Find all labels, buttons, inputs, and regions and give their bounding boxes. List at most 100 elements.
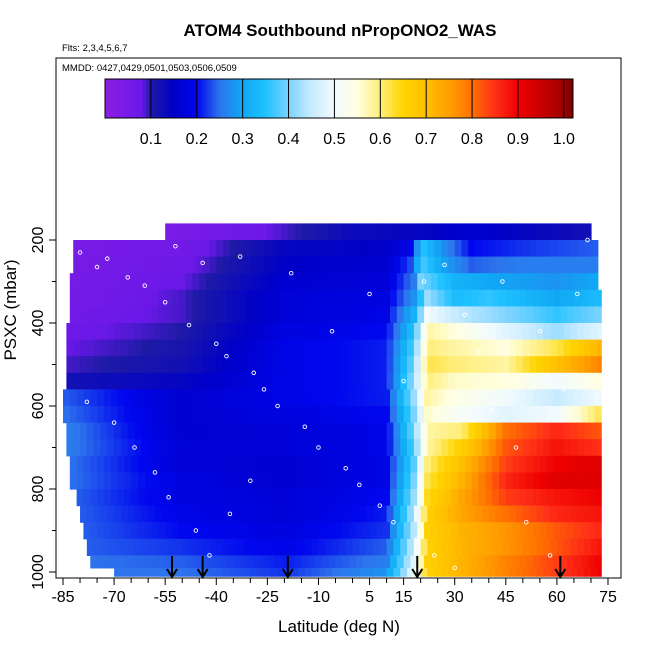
heatmap-cell: [332, 240, 340, 258]
heatmap-cell: [464, 555, 473, 569]
heatmap-cell: [573, 522, 582, 540]
heatmap-cell: [519, 306, 527, 324]
heatmap-cell: [512, 223, 521, 241]
heatmap-cell: [127, 256, 136, 274]
colorbar-swatch: [195, 79, 200, 118]
heatmap-cell: [495, 240, 503, 258]
heatmap-cell: [141, 439, 149, 457]
heatmap-row: [63, 389, 602, 407]
heatmap-cell: [195, 505, 204, 523]
heatmap-cell: [250, 356, 258, 374]
heatmap-cell: [260, 389, 268, 407]
heatmap-cell: [417, 406, 425, 424]
heatmap-cell: [321, 522, 330, 540]
heatmap-cell: [502, 372, 510, 390]
heatmap-cell: [236, 323, 245, 341]
heatmap-cell: [407, 339, 415, 357]
heatmap-cell: [594, 273, 599, 291]
colorbar-swatch: [251, 79, 255, 118]
heatmap-cell: [294, 289, 303, 307]
x-tick-label: -55: [154, 589, 177, 606]
heatmap-cell: [372, 323, 381, 341]
heatmap-cell: [100, 538, 108, 556]
colorbar-swatch: [198, 79, 203, 118]
heatmap-cell: [165, 472, 173, 490]
heatmap-cell: [110, 289, 119, 307]
heatmap-cell: [447, 567, 456, 577]
heatmap-cell: [267, 389, 275, 407]
colorbar-swatch: [409, 79, 413, 118]
heatmap-cell: [114, 240, 122, 258]
heatmap-cell: [223, 439, 231, 457]
heatmap-cell: [189, 323, 197, 341]
heatmap-cell: [536, 567, 544, 577]
heatmap-cell: [468, 356, 476, 374]
sample-point: [489, 407, 495, 413]
heatmap-cell: [441, 567, 449, 577]
colorbar-swatch: [239, 79, 243, 118]
heatmap-cell: [413, 422, 422, 440]
heatmap-cell: [509, 256, 517, 274]
heatmap-cell: [403, 273, 412, 291]
heatmap-cell: [550, 240, 558, 258]
heatmap-cell: [390, 555, 398, 569]
heatmap-cell: [127, 538, 136, 556]
heatmap-cell: [345, 339, 354, 357]
heatmap-cell: [420, 240, 429, 258]
colorbar-swatch: [143, 79, 147, 118]
heatmap-cell: [281, 273, 289, 291]
heatmap-cell: [386, 439, 394, 457]
heatmap-cell: [526, 489, 534, 507]
heatmap-cell: [243, 422, 251, 440]
heatmap-cell: [349, 489, 357, 507]
heatmap-cell: [134, 240, 142, 258]
colorbar-swatch: [511, 79, 515, 118]
colorbar-swatch: [517, 79, 521, 118]
heatmap-cell: [556, 372, 565, 390]
heatmap-cell: [229, 372, 238, 390]
heatmap-cell: [257, 339, 265, 357]
heatmap-cell: [263, 567, 272, 577]
heatmap-cell: [168, 339, 176, 357]
heatmap-cell: [233, 472, 241, 490]
heatmap-cell: [539, 306, 548, 324]
heatmap-cell: [502, 439, 510, 457]
sample-point: [415, 536, 420, 542]
heatmap-cell: [522, 339, 531, 357]
heatmap-cell: [154, 356, 163, 374]
heatmap-cell: [543, 422, 551, 440]
y-tick-label: 600: [30, 393, 47, 420]
heatmap-cell: [464, 406, 473, 424]
heatmap-cell: [66, 356, 74, 374]
heatmap-cell: [76, 472, 85, 490]
heatmap-cell: [427, 256, 435, 274]
heatmap-cell: [410, 289, 418, 307]
heatmap-cell: [332, 372, 340, 390]
heatmap-cell: [66, 422, 74, 440]
heatmap-cell: [90, 389, 98, 407]
heatmap-cell: [563, 356, 572, 374]
heatmap-cell: [73, 439, 81, 457]
heatmap-cell: [390, 389, 398, 407]
heatmap-cell: [114, 323, 122, 341]
heatmap-cell: [103, 289, 112, 307]
heatmap-cell: [424, 406, 432, 424]
heatmap-cell: [284, 339, 292, 357]
heatmap-cell: [192, 273, 200, 291]
heatmap-cell: [444, 555, 452, 569]
heatmap-cell: [516, 240, 524, 258]
colorbar-swatch: [534, 79, 539, 118]
colorbar-swatch: [339, 79, 343, 118]
heatmap-cell: [151, 406, 159, 424]
heatmap-cell: [134, 356, 142, 374]
heatmap-cell: [407, 505, 415, 523]
heatmap-cell: [158, 406, 166, 424]
colorbar-swatch: [377, 79, 381, 118]
heatmap-cell: [192, 223, 200, 241]
heatmap-cell: [185, 273, 194, 291]
colorbar-frame: [104, 78, 574, 119]
heatmap-cell: [216, 567, 224, 577]
heatmap-cell: [590, 339, 599, 357]
heatmap-cell: [475, 356, 483, 374]
